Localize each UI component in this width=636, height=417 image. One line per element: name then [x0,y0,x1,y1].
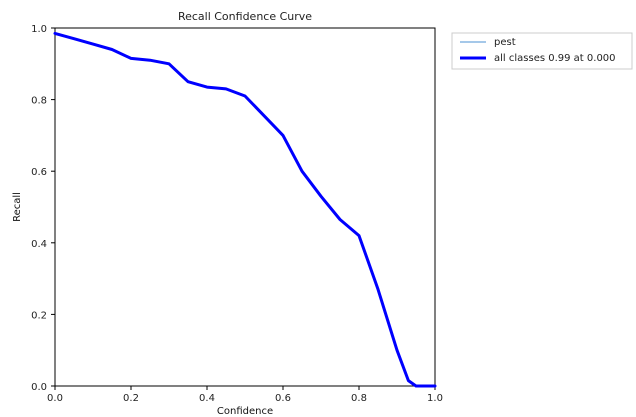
legend: pest all classes 0.99 at 0.000 [451,32,633,70]
y-tick-label: 0.4 [31,239,47,250]
x-tick-label: 0.6 [275,393,291,404]
x-tick-label: 0.8 [351,393,367,404]
y-axis-title: Recall [12,192,23,222]
x-tick-label: 1.0 [427,393,443,404]
series-line-all-classes [53,31,437,388]
chart-title: Recall Confidence Curve [178,10,312,23]
series-lines [53,31,437,388]
plot-frame [54,27,436,387]
y-tick-label: 1.0 [31,24,47,35]
y-tick-label: 0.6 [31,167,47,178]
legend-frame [451,32,633,70]
plot-area: 0.0 0.2 0.4 0.6 0.8 1.0 0.0 0.2 0.4 0.6 0.8 1.0 [31,24,443,404]
x-tick-label: 0.2 [123,393,139,404]
legend-label-all-classes: all classes 0.99 at 0.000 [494,53,616,64]
y-tick-label: 0.8 [31,96,47,107]
x-tick-label: 0.4 [199,393,215,404]
y-tick-label: 0.2 [31,310,47,321]
x-tick-label: 0.0 [47,393,63,404]
x-axis-title: Confidence [217,406,273,417]
legend-label-pest: pest [494,37,516,48]
y-tick-label: 0.0 [31,382,47,393]
x-axis-ticks: 0.0 0.2 0.4 0.6 0.8 1.0 [47,386,443,404]
y-axis-ticks: 0.0 0.2 0.4 0.6 0.8 1.0 [31,24,55,393]
